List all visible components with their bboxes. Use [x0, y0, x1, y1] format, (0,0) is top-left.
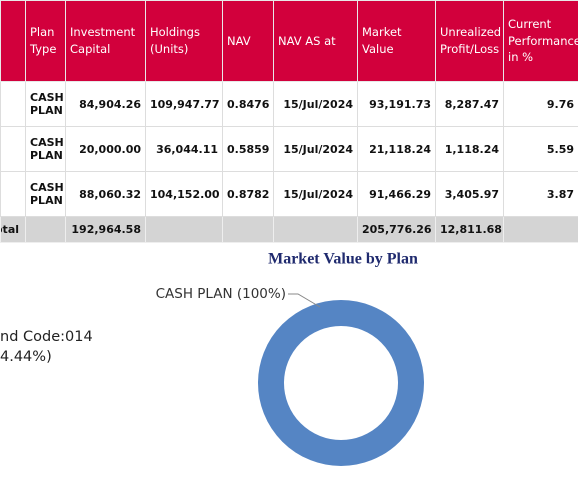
side-text: nd Code:014 [0, 329, 93, 345]
table-body: CASH PLAN 84,904.26 109,947.77 0.8476 15/Jul… [0, 81, 578, 243]
cell: 15/Jul/2024 [273, 126, 358, 172]
cell [0, 171, 26, 217]
chart: Market Value by Plan CASH PLAN (100%) [156, 251, 424, 466]
cell: 91,466.29 [357, 171, 436, 217]
header-cell: NAV AS at [273, 0, 358, 82]
cell: 8,287.47 [435, 81, 504, 127]
cell: 192,964.58 [65, 216, 146, 243]
cell [145, 216, 223, 243]
cell: CASH PLAN [25, 126, 66, 172]
cell [222, 216, 274, 243]
cell: CASH PLAN [25, 81, 66, 127]
cell [0, 126, 26, 172]
header-cell: Unrealized Profit/Loss [435, 0, 504, 82]
cell: 3,405.97 [435, 171, 504, 217]
side-text: 4.44%) [0, 349, 52, 365]
header-cell: Holdings (Units) [145, 0, 223, 82]
cell: 84,904.26 [65, 81, 146, 127]
header-cell: NAV [222, 0, 274, 82]
cell: 3.87 [503, 171, 578, 217]
cell: 21,118.24 [357, 126, 436, 172]
cell: otal [0, 216, 26, 243]
header-cell: Market Value [357, 0, 436, 82]
slice-label: CASH PLAN (100%) [156, 286, 286, 302]
header-cell: Current Performance in % [503, 0, 578, 82]
cell: 15/Jul/2024 [273, 81, 358, 127]
cell: 5.59 [503, 126, 578, 172]
chart-title: Market Value by Plan [268, 251, 418, 268]
cell [273, 216, 358, 243]
cell: 0.8782 [222, 171, 274, 217]
cell: 104,152.00 [145, 171, 223, 217]
donut-slice [258, 300, 424, 466]
leader-line [288, 293, 321, 308]
cell: 9.76 [503, 81, 578, 127]
cell: CASH PLAN [25, 171, 66, 217]
cell: 0.8476 [222, 81, 274, 127]
holdings-table: Plan Type Investment Capital Holdings (Uni… [0, 0, 578, 243]
cell: 0.5859 [222, 126, 274, 172]
cell [0, 81, 26, 127]
cell: 12,811.68 [435, 216, 504, 243]
cell: 1,118.24 [435, 126, 504, 172]
table-row: CASH PLAN 88,060.32 104,152.00 0.8782 15/Jul… [0, 171, 578, 217]
cell: 88,060.32 [65, 171, 146, 217]
header-cell [0, 0, 26, 82]
cell: 109,947.77 [145, 81, 223, 127]
cell: 15/Jul/2024 [273, 171, 358, 217]
header-cell: Plan Type [25, 0, 66, 82]
cell [503, 216, 578, 243]
table-row: CASH PLAN 20,000.00 36,044.11 0.5859 15/Jul/… [0, 126, 578, 172]
cell: 205,776.26 [357, 216, 436, 243]
cell: 93,191.73 [357, 81, 436, 127]
cell: 36,044.11 [145, 126, 223, 172]
header-row: Plan Type Investment Capital Holdings (Uni… [0, 0, 578, 82]
table-row: CASH PLAN 84,904.26 109,947.77 0.8476 15/Jul… [0, 81, 578, 127]
cell: 20,000.00 [65, 126, 146, 172]
header-cell: Investment Capital [65, 0, 146, 82]
cell [25, 216, 66, 243]
